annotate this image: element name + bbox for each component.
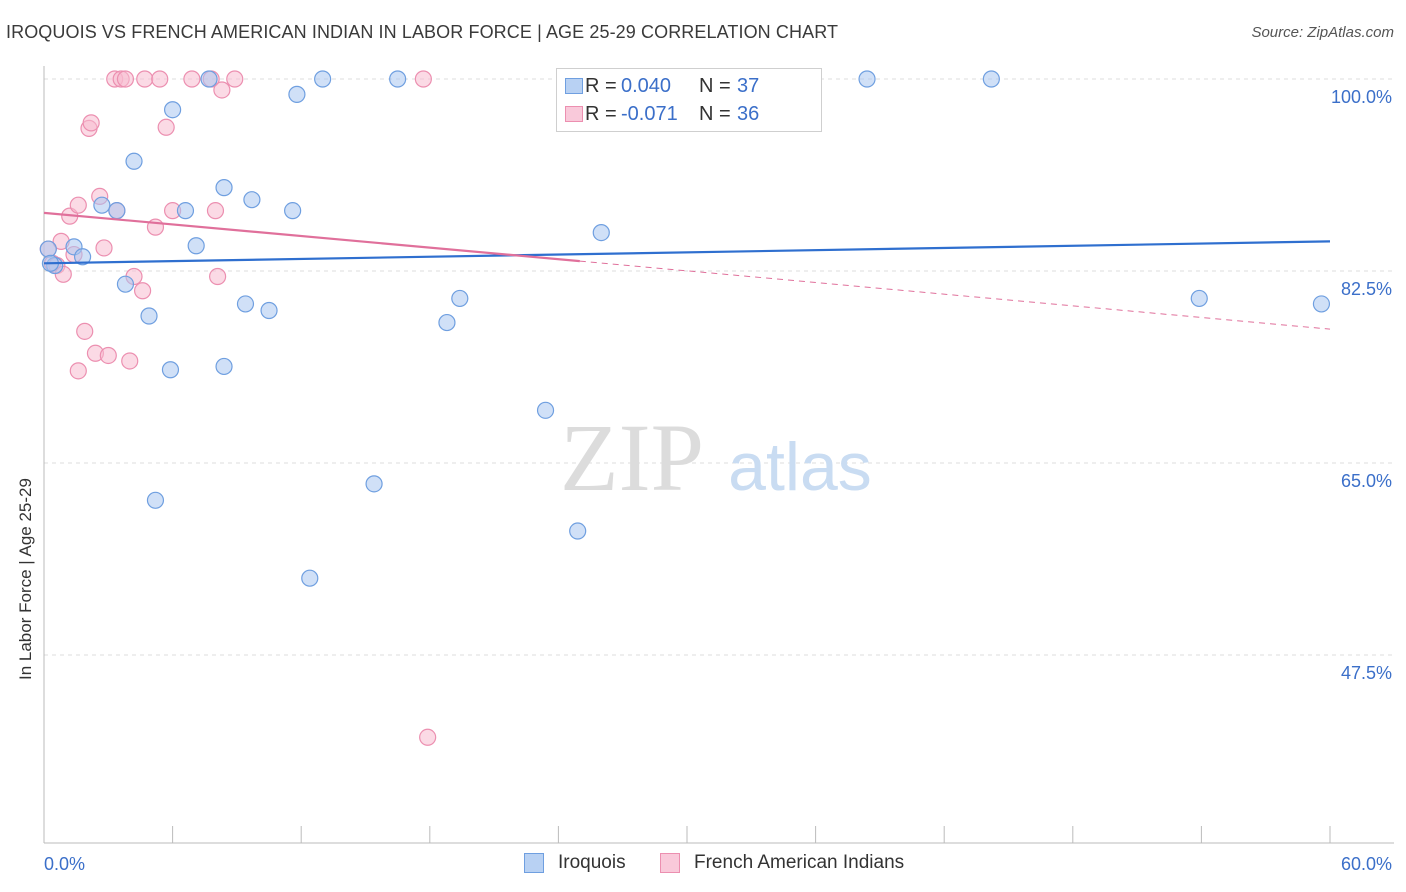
legend-r-value: -0.071	[621, 102, 678, 125]
legend-row-iroquois: R = 0.040 N = 37	[565, 73, 760, 99]
data-point-iroquois	[301, 569, 319, 587]
data-point-iroquois	[536, 401, 555, 419]
x-tick-labels: 0.0% 60.0%	[44, 854, 1392, 874]
watermark-atlas: atlas	[728, 429, 872, 505]
legend-label-iroquois: Iroquois	[558, 852, 626, 873]
watermark: ZIP atlas	[560, 404, 872, 511]
data-point-iroquois	[438, 313, 456, 332]
grid-lines	[44, 78, 1394, 656]
data-point-french	[136, 70, 154, 88]
data-point-french	[82, 114, 100, 132]
legend-swatch-french	[565, 106, 583, 122]
legend-n-label: N =	[699, 102, 731, 125]
y-tick-label: 82.5%	[1341, 279, 1392, 299]
data-point-iroquois	[116, 275, 135, 293]
data-point-french	[69, 196, 87, 214]
data-point-iroquois	[389, 70, 407, 88]
data-point-french	[121, 352, 139, 370]
data-point-french	[226, 70, 244, 88]
data-point-iroquois	[93, 196, 111, 214]
data-point-iroquois	[236, 295, 255, 313]
data-point-iroquois	[260, 301, 278, 320]
data-point-iroquois	[215, 357, 233, 376]
data-point-french	[76, 322, 94, 340]
data-point-iroquois	[1312, 295, 1331, 313]
axes	[43, 66, 1394, 844]
data-point-iroquois	[108, 202, 126, 220]
legend-swatch-iroquois	[524, 853, 544, 873]
data-point-iroquois	[39, 240, 57, 258]
data-point-iroquois	[164, 101, 182, 119]
y-tick-label: 65.0%	[1341, 471, 1392, 491]
data-point-iroquois	[365, 475, 383, 493]
series-french-points	[39, 70, 437, 746]
legend-row-french: R = -0.071 N = 36	[565, 101, 760, 127]
data-point-french	[157, 118, 175, 136]
y-tick-labels: 100.0% 82.5% 65.0% 47.5%	[1331, 87, 1392, 683]
data-point-iroquois	[146, 491, 165, 509]
data-point-iroquois	[314, 70, 332, 88]
data-point-french	[116, 70, 135, 88]
legend-label-french: French American Indians	[694, 852, 905, 873]
trend-line-french	[43, 211, 580, 263]
data-point-iroquois	[73, 248, 92, 266]
data-point-iroquois	[288, 85, 306, 103]
y-tick-label: 47.5%	[1341, 663, 1392, 683]
trend-lines	[43, 211, 1331, 330]
data-point-french	[414, 70, 432, 88]
x-tick-label: 0.0%	[44, 854, 85, 874]
chart-title: IROQUOIS VS FRENCH AMERICAN INDIAN IN LA…	[6, 22, 839, 42]
legend-n-value: 36	[737, 102, 760, 125]
data-point-french	[419, 728, 437, 746]
data-point-iroquois	[176, 202, 195, 220]
legend-r-label: R =	[585, 74, 617, 97]
source-label: Source: ZipAtlas.com	[1251, 24, 1394, 41]
data-point-iroquois	[592, 224, 610, 242]
data-point-french	[69, 362, 87, 380]
data-point-french	[151, 70, 169, 88]
data-point-french	[209, 267, 227, 286]
data-point-french	[95, 239, 113, 257]
series-iroquois-points	[39, 70, 1331, 587]
legend-item-iroquois[interactable]: Iroquois	[524, 852, 626, 874]
legend-n-value: 37	[737, 74, 760, 97]
data-point-iroquois	[451, 289, 469, 308]
data-point-iroquois	[284, 202, 302, 220]
data-point-french	[183, 70, 201, 88]
trend-line-iroquois	[43, 240, 1331, 265]
data-point-iroquois	[140, 307, 158, 325]
correlation-legend: R = 0.040 N = 37 R = -0.071 N = 36	[556, 68, 822, 132]
data-point-iroquois	[161, 361, 180, 379]
data-point-iroquois	[187, 237, 205, 255]
legend-r-value: 0.040	[621, 74, 672, 97]
y-axis-label: In Labor Force | Age 25-29	[16, 478, 35, 680]
data-point-french	[99, 346, 117, 365]
data-point-iroquois	[125, 152, 143, 170]
legend-swatch-french	[660, 853, 680, 873]
legend-n-label: N =	[699, 74, 731, 97]
x-tick-label: 60.0%	[1341, 854, 1392, 874]
legend-swatch-iroquois	[565, 78, 583, 94]
legend-item-french[interactable]: French American Indians	[660, 852, 904, 874]
data-point-iroquois	[200, 70, 218, 88]
y-tick-label: 100.0%	[1331, 87, 1392, 107]
data-point-french	[133, 282, 152, 300]
data-point-iroquois	[569, 522, 587, 540]
data-point-french	[206, 202, 225, 220]
data-point-iroquois	[1190, 289, 1208, 308]
legend-r-label: R =	[585, 102, 617, 125]
data-point-iroquois	[243, 191, 261, 209]
data-point-iroquois	[858, 70, 876, 88]
watermark-zip: ZIP	[560, 404, 704, 511]
series-legend: Iroquois French American Indians	[0, 852, 1406, 876]
data-point-iroquois	[982, 70, 1000, 88]
data-point-french	[213, 81, 231, 99]
data-point-iroquois	[215, 179, 233, 197]
trend-line-french-extension	[579, 260, 1331, 330]
